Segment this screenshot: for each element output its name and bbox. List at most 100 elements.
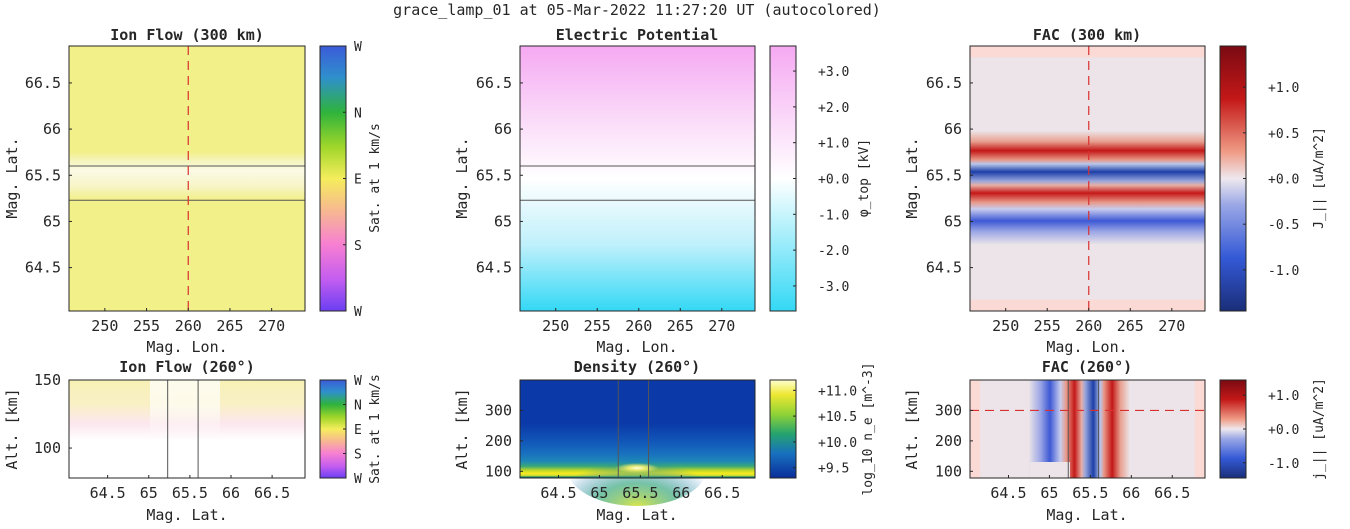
colorbar-tick-label: +2.0 <box>818 101 849 116</box>
x-tick-label: 65.5 <box>172 484 208 502</box>
colorbar-tick-label: W <box>354 40 362 55</box>
y-tick-label: 200 <box>485 432 512 450</box>
colorbar-tick-label: W <box>354 472 362 487</box>
y-ticks: 64.5 65 65.5 66 66.5 <box>25 74 72 277</box>
colorbar-tick-label: +10.0 <box>818 436 857 451</box>
x-tick-label: 65 <box>140 484 158 502</box>
x-axis-label: Mag. Lon. <box>1046 338 1127 356</box>
x-axis-label: Mag. Lat. <box>146 506 227 524</box>
y-tick-label: 65.5 <box>25 166 61 184</box>
overlay-lines <box>970 380 1205 478</box>
y-tick-label: 64.5 <box>476 259 512 277</box>
x-tick-label: 65.5 <box>622 484 658 502</box>
y-ticks: 100 200 300 <box>485 401 523 480</box>
colorbar-tick-label: +1.0 <box>1268 81 1299 96</box>
colorbar-tick-label: E <box>354 423 362 438</box>
colorbar-tick-label: +3.0 <box>818 65 849 80</box>
y-tick-label: 65.5 <box>476 166 512 184</box>
y-tick-label: 66 <box>494 120 512 138</box>
x-tick-label: 270 <box>708 317 735 335</box>
y-axis-label: Mag. Lat. <box>3 137 21 218</box>
y-ticks: 64.5 65 65.5 66 66.5 <box>926 74 973 277</box>
panel-title: Density (260°) <box>574 358 700 376</box>
x-tick-label: 260 <box>625 317 652 335</box>
x-tick-label: 66 <box>222 484 240 502</box>
y-axis-label: Alt. [km] <box>453 388 471 469</box>
y-tick-label: 65 <box>43 212 61 230</box>
x-ticks: 250 255 260 265 270 <box>91 308 285 335</box>
panel-title: FAC (300 km) <box>1033 26 1141 44</box>
x-tick-label: 250 <box>992 317 1019 335</box>
colorbar-label: φ_top [kV] <box>857 139 872 217</box>
heatmap-field <box>970 46 1205 311</box>
x-axis-label: Mag. Lon. <box>596 338 677 356</box>
x-tick-label: 64.5 <box>540 484 576 502</box>
colorbar <box>769 379 797 479</box>
heatmap-peak <box>615 463 659 473</box>
colorbar-tick-label: S <box>354 448 362 463</box>
colorbar-label: log_10 n_e [m^-3] <box>861 362 876 495</box>
x-tick-label: 265 <box>216 317 243 335</box>
colorbar-tick-label: +0.0 <box>1268 173 1299 188</box>
heatmap-field <box>69 46 305 311</box>
overlay-lines <box>167 380 199 478</box>
panel-title: Ion Flow (260°) <box>119 358 254 376</box>
panel-title: FAC (260°) <box>1042 358 1132 376</box>
y-tick-label: 66.5 <box>476 74 512 92</box>
x-ticks: 64.5 65 65.5 66 66.5 <box>990 475 1190 502</box>
colorbar-tick-label: W <box>354 374 362 389</box>
y-tick-label: 100 <box>935 462 962 480</box>
x-ticks: 64.5 65 65.5 66 66.5 <box>90 475 290 502</box>
overlay-lines <box>617 380 650 478</box>
x-tick-label: 66 <box>1122 484 1140 502</box>
colorbar-tick-label: E <box>354 173 362 188</box>
colorbar <box>1219 45 1247 312</box>
colorbar-tick-label: -1.0 <box>1268 264 1299 279</box>
y-tick-label: 66 <box>944 120 962 138</box>
colorbar-label: j_|| [uA/m^2] <box>1312 378 1327 480</box>
colorbar <box>769 45 797 312</box>
y-tick-label: 300 <box>485 401 512 419</box>
colorbar-ticks: +1.0 +0.0 -1.0 <box>1243 389 1299 472</box>
x-ticks: 250 255 260 265 270 <box>542 308 735 335</box>
x-tick-label: 65 <box>590 484 608 502</box>
colorbar-tick-label: +0.5 <box>1268 127 1299 142</box>
axes-frame <box>68 379 306 479</box>
axes-frame <box>519 45 756 312</box>
x-tick-label: 260 <box>1075 317 1102 335</box>
y-tick-label: 100 <box>34 439 61 457</box>
colorbar-ticks: +11.0 +10.5 +10.0 +9.5 <box>793 384 857 477</box>
panel-density-260: Density (260°) 100 200 300 64.5 65 65.5 66 66.… <box>453 358 876 524</box>
x-tick-label: 66 <box>672 484 690 502</box>
y-tick-label: 64.5 <box>25 259 61 277</box>
colorbar <box>319 45 347 312</box>
x-tick-label: 265 <box>667 317 694 335</box>
y-axis-label: Alt. [km] <box>3 388 21 469</box>
colorbar <box>1219 379 1247 479</box>
figure-title: grace_lamp_01 at 05-Mar-2022 11:27:20 UT… <box>393 1 881 19</box>
y-tick-label: 300 <box>935 401 962 419</box>
panel-title: Ion Flow (300 km) <box>110 26 264 44</box>
colorbar-tick-label: +1.0 <box>1268 389 1299 404</box>
y-axis-label: Mag. Lat. <box>903 137 921 218</box>
x-tick-label: 265 <box>1117 317 1144 335</box>
x-ticks: 64.5 65 65.5 66 66.5 <box>540 475 740 502</box>
colorbar-ticks: +3.0 +2.0 +1.0 +0.0 -1.0 -2.0 -3.0 <box>793 65 849 295</box>
heatmap-field <box>520 46 755 311</box>
y-ticks: 100 200 300 <box>935 401 973 480</box>
heatmap-field <box>970 380 1205 478</box>
x-tick-label: 66.5 <box>254 484 290 502</box>
colorbar-tick-label: +9.5 <box>818 462 849 477</box>
y-tick-label: 65 <box>944 212 962 230</box>
y-tick-label: 64.5 <box>926 259 962 277</box>
y-ticks: 100 150 <box>34 371 72 457</box>
colorbar-tick-label: +1.0 <box>818 137 849 152</box>
colorbar-tick-label: W <box>354 305 362 320</box>
x-tick-label: 250 <box>91 317 118 335</box>
colorbar-tick-label: -1.0 <box>1268 457 1299 472</box>
